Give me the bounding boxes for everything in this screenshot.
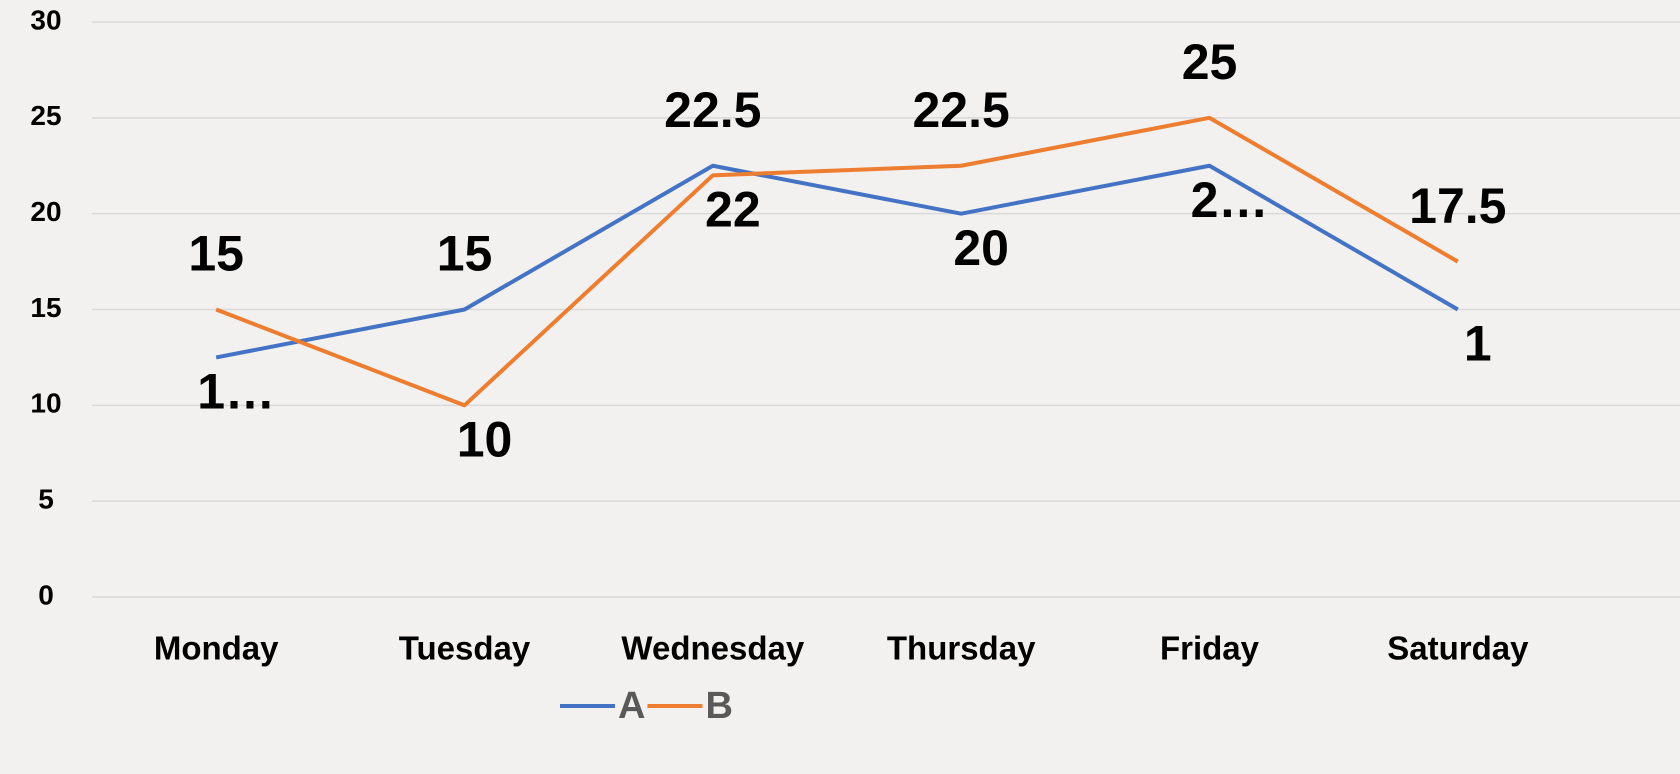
y-tick-label: 10 (30, 388, 61, 419)
x-tick-label: Thursday (887, 630, 1036, 667)
y-tick-label: 20 (30, 196, 61, 227)
data-label: 1… (197, 364, 275, 420)
y-tick-label: 30 (30, 4, 61, 35)
data-label: 15 (188, 226, 244, 282)
data-label: 22 (705, 182, 761, 238)
data-label: 25 (1182, 34, 1238, 90)
data-label: 2… (1191, 172, 1269, 228)
x-tick-label: Saturday (1387, 630, 1529, 667)
legend-label: A (618, 685, 645, 727)
data-label: 1 (1464, 316, 1492, 372)
series-line (215, 115, 1459, 408)
x-tick-label: Wednesday (621, 630, 804, 667)
data-label: 22.5 (664, 82, 761, 138)
x-tick-label: Tuesday (399, 630, 531, 667)
data-label: 17.5 (1409, 178, 1506, 234)
data-label: 20 (953, 220, 1009, 276)
legend-label: B (705, 685, 732, 727)
x-tick-label: Monday (154, 630, 279, 667)
data-label: 10 (457, 412, 513, 468)
y-tick-label: 5 (38, 484, 54, 515)
data-label: 22.5 (913, 82, 1010, 138)
x-tick-label: Friday (1160, 630, 1260, 667)
data-label: 15 (437, 226, 493, 282)
y-tick-label: 0 (38, 579, 54, 610)
y-tick-label: 15 (30, 292, 61, 323)
y-tick-label: 25 (30, 100, 61, 131)
series-line (215, 163, 1459, 360)
